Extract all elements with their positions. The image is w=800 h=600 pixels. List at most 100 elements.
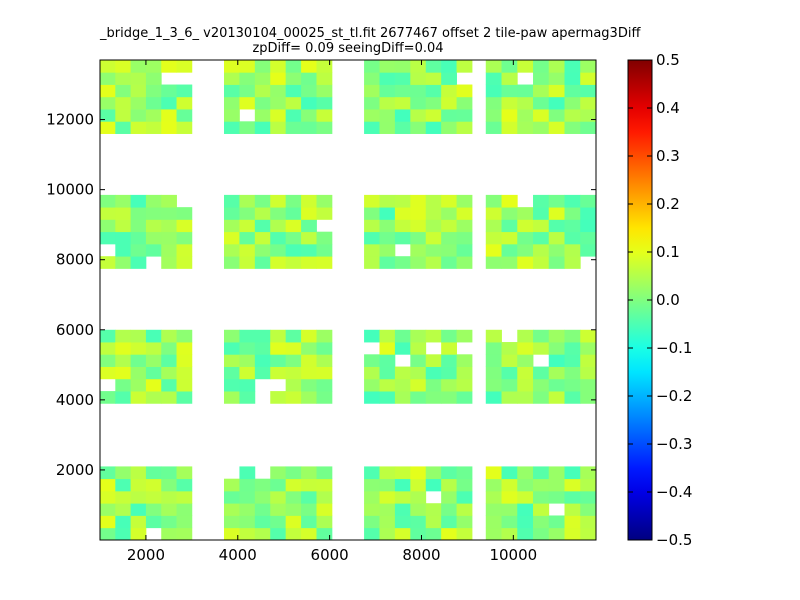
heatmap-cell xyxy=(564,515,581,529)
heatmap-cell xyxy=(316,466,333,480)
heatmap-cell xyxy=(501,378,518,392)
heatmap-cell xyxy=(130,342,147,355)
heatmap-cell xyxy=(501,109,518,122)
heatmap-cell xyxy=(270,109,287,122)
heatmap-cell xyxy=(254,342,271,355)
heatmap-cell xyxy=(115,378,132,392)
heatmap-cell xyxy=(394,84,411,98)
heatmap-cell xyxy=(410,219,427,233)
heatmap-cell xyxy=(564,60,581,73)
heatmap-cell xyxy=(441,194,457,208)
heatmap-cell xyxy=(316,478,333,492)
heatmap-cell xyxy=(239,194,256,208)
heatmap-cell xyxy=(533,84,550,98)
heatmap-cell xyxy=(285,342,302,355)
heatmap-cell xyxy=(564,329,581,343)
heatmap-cell xyxy=(485,121,502,134)
heatmap-cell xyxy=(145,354,162,367)
heatmap-cell xyxy=(239,219,256,233)
heatmap-cell xyxy=(485,527,502,541)
heatmap-cell xyxy=(254,243,271,257)
heatmap-cell xyxy=(533,219,550,233)
heatmap-cell xyxy=(224,490,240,504)
heatmap-cell xyxy=(316,121,333,134)
x-tick-label: 4000 xyxy=(219,546,257,564)
heatmap-cell xyxy=(517,60,534,73)
heatmap-cell xyxy=(533,60,550,73)
heatmap-cell xyxy=(425,194,442,208)
colorbar-tick-label: −0.4 xyxy=(656,483,692,501)
heatmap-cell xyxy=(364,72,380,85)
heatmap-cell xyxy=(270,366,287,380)
heatmap-cell xyxy=(239,72,256,85)
heatmap-cell xyxy=(410,354,427,367)
heatmap-cell xyxy=(533,527,550,541)
heatmap-cell xyxy=(548,207,565,220)
heatmap-cell xyxy=(441,515,457,529)
heatmap-cell xyxy=(224,329,240,343)
heatmap-cell xyxy=(301,366,317,380)
heatmap-cell xyxy=(364,84,380,98)
heatmap-cell xyxy=(130,72,147,85)
heatmap-cell xyxy=(580,342,597,355)
heatmap-cell xyxy=(425,243,442,257)
heatmap-cell xyxy=(301,329,317,343)
heatmap-cell xyxy=(176,96,193,110)
heatmap-cell xyxy=(564,109,581,122)
heatmap-cell xyxy=(270,342,287,355)
heatmap-cell xyxy=(145,219,162,233)
heatmap-cell xyxy=(456,478,473,492)
heatmap-cell xyxy=(501,96,518,110)
heatmap-cell xyxy=(115,121,132,134)
heatmap-cell xyxy=(564,72,581,85)
heatmap-cell xyxy=(517,391,534,404)
heatmap-cell xyxy=(115,366,132,380)
heatmap-cell xyxy=(364,391,380,404)
heatmap-cell xyxy=(301,391,317,404)
heatmap-cell xyxy=(270,478,287,492)
heatmap-cell xyxy=(517,84,534,98)
colorbar-tick-label: 0.2 xyxy=(656,195,680,213)
heatmap-cell xyxy=(161,231,177,245)
heatmap-cell xyxy=(533,342,550,355)
heatmap-cell xyxy=(379,354,396,367)
heatmap-cell xyxy=(301,256,317,269)
heatmap-cell xyxy=(379,72,396,85)
heatmap-cell xyxy=(564,490,581,504)
heatmap-cell xyxy=(410,84,427,98)
heatmap-cell xyxy=(316,391,333,404)
heatmap-cell xyxy=(425,366,442,380)
heatmap-cell xyxy=(456,84,473,98)
heatmap-cell xyxy=(130,60,147,73)
heatmap-cell xyxy=(410,72,427,85)
heatmap-cell xyxy=(517,256,534,269)
heatmap-cell xyxy=(394,503,411,516)
heatmap-cell xyxy=(379,366,396,380)
heatmap-cell xyxy=(270,60,287,73)
heatmap-cell xyxy=(564,342,581,355)
heatmap-cell xyxy=(270,256,287,269)
heatmap-cell xyxy=(485,256,502,269)
heatmap-cell xyxy=(176,207,193,220)
heatmap-cell xyxy=(533,478,550,492)
heatmap-cell xyxy=(254,219,271,233)
heatmap-cell xyxy=(548,84,565,98)
heatmap-cell xyxy=(564,243,581,257)
heatmap-cell xyxy=(548,490,565,504)
heatmap-cell xyxy=(394,378,411,392)
heatmap-cell xyxy=(285,231,302,245)
heatmap-cell xyxy=(130,466,147,480)
heatmap-cell xyxy=(224,194,240,208)
heatmap-cell xyxy=(254,84,271,98)
heatmap-cell xyxy=(379,378,396,392)
heatmap-cell xyxy=(176,256,193,269)
heatmap-cell xyxy=(533,391,550,404)
heatmap-cell xyxy=(161,503,177,516)
heatmap-cell xyxy=(379,60,396,73)
heatmap-cell xyxy=(130,490,147,504)
heatmap-cell xyxy=(394,72,411,85)
heatmap-cell xyxy=(115,354,132,367)
heatmap-cell xyxy=(270,243,287,257)
heatmap-cell xyxy=(270,121,287,134)
heatmap-cell xyxy=(456,515,473,529)
